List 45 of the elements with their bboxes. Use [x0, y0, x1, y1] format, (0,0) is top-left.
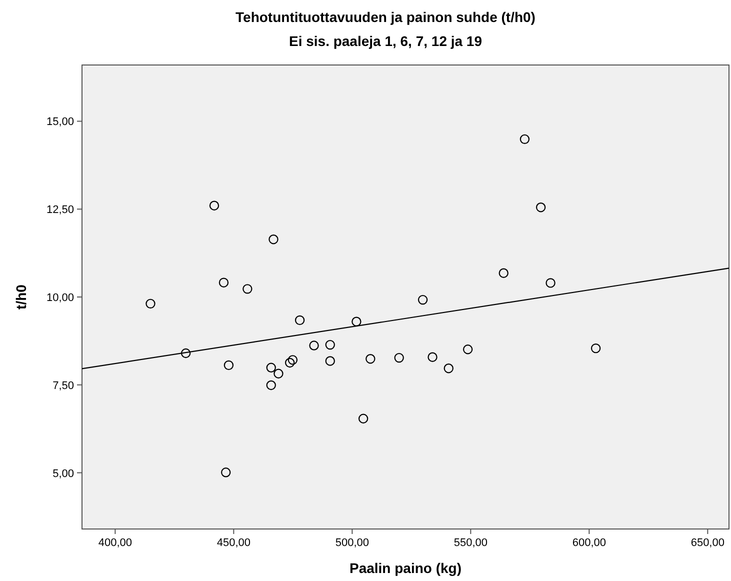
- point: [462, 344, 473, 354]
- x-tick-label: 550,00: [454, 537, 488, 549]
- y-axis-title: t/h0: [13, 284, 29, 310]
- point: [274, 368, 284, 378]
- point: [358, 414, 368, 424]
- y-tick-label: 7,50: [52, 380, 74, 392]
- point: [536, 202, 546, 212]
- point: [224, 360, 234, 370]
- point: [498, 268, 508, 278]
- point: [242, 284, 252, 294]
- x-axis-title: Paalin paino (kg): [349, 560, 462, 576]
- point: [352, 316, 362, 326]
- y-tick-label: 10,00: [46, 292, 74, 304]
- point: [546, 278, 556, 288]
- chart-title: Tehotuntituottavuuden ja painon suhde (t/h0): [236, 9, 536, 25]
- point: [268, 234, 278, 244]
- point: [520, 134, 530, 144]
- point: [394, 352, 404, 363]
- point: [309, 340, 319, 350]
- x-tick-label: 600,00: [572, 537, 606, 549]
- point: [590, 343, 601, 354]
- point: [266, 380, 276, 390]
- point: [288, 355, 298, 365]
- point: [418, 294, 428, 305]
- y-tick-label: 5,00: [52, 468, 74, 480]
- y-tick-label: 15,00: [46, 116, 74, 128]
- x-tick-label: 400,00: [98, 537, 132, 549]
- x-tick-label: 500,00: [335, 537, 370, 549]
- x-tick-label: 450,00: [216, 537, 251, 549]
- point: [146, 298, 156, 309]
- point: [428, 352, 438, 362]
- chart-subtitle: Ei sis. paaleja 1, 6, 7, 12 ja 19: [288, 33, 482, 49]
- point: [325, 356, 335, 366]
- point: [266, 362, 276, 373]
- point: [209, 200, 220, 210]
- point: [180, 348, 191, 358]
- point: [444, 364, 454, 374]
- point: [284, 358, 295, 368]
- point: [325, 340, 335, 350]
- point: [221, 468, 231, 478]
- point: [218, 278, 229, 288]
- y-tick-label: 12,50: [46, 204, 74, 216]
- x-tick-label: 650,00: [690, 537, 724, 549]
- point: [366, 354, 376, 364]
- point: [294, 315, 305, 326]
